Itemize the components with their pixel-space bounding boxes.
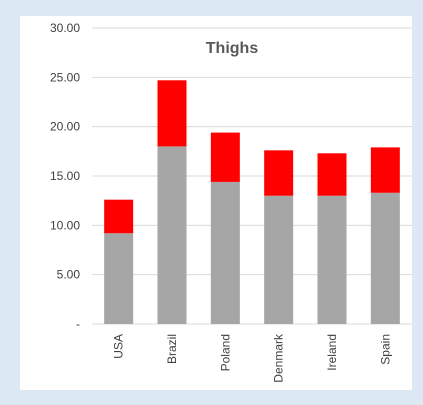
bar-segment-ireland-top [317, 153, 347, 196]
bar-segment-poland-top [210, 132, 240, 182]
bar-segment-brazil-base [157, 146, 187, 324]
y-tick-label: 5.00 [57, 268, 81, 282]
bar-segment-denmark-top [264, 150, 294, 196]
y-tick-label: 25.00 [50, 70, 80, 84]
bars-layer [104, 80, 400, 324]
y-tick-label: 10.00 [50, 218, 80, 232]
bar-segment-usa-base [104, 233, 134, 324]
x-category-label-spain: Spain [378, 334, 392, 365]
grid-layer [92, 27, 412, 325]
chart-title: Thighs [206, 40, 259, 57]
x-category-label-usa: USA [112, 334, 126, 359]
chart-svg: - 5.00 10.00 15.00 20.00 25.00 30.00 USA Brazil… [50, 21, 412, 383]
x-axis-category-labels: USA Brazil Poland Denmark Ireland Spain [112, 333, 393, 383]
bar-segment-brazil-top [157, 80, 187, 147]
x-category-label-brazil: Brazil [165, 334, 179, 364]
chart-panel: - 5.00 10.00 15.00 20.00 25.00 30.00 USA Brazil… [20, 16, 412, 390]
y-tick-label: 30.00 [50, 21, 80, 35]
y-tick-label: 15.00 [50, 169, 80, 183]
bar-segment-denmark-base [264, 195, 294, 324]
bar-segment-ireland-base [317, 195, 347, 324]
bar-segment-spain-top [370, 147, 400, 193]
x-category-label-denmark: Denmark [272, 333, 286, 383]
bar-segment-usa-top [104, 199, 134, 234]
y-tick-label: - [76, 317, 80, 331]
x-category-label-ireland: Ireland [325, 334, 339, 371]
y-tick-label: 20.00 [50, 120, 80, 134]
bar-segment-poland-base [210, 181, 240, 324]
y-axis-tick-labels: - 5.00 10.00 15.00 20.00 25.00 30.00 [50, 21, 80, 331]
bar-segment-spain-base [370, 192, 400, 324]
x-category-label-poland: Poland [218, 334, 232, 371]
